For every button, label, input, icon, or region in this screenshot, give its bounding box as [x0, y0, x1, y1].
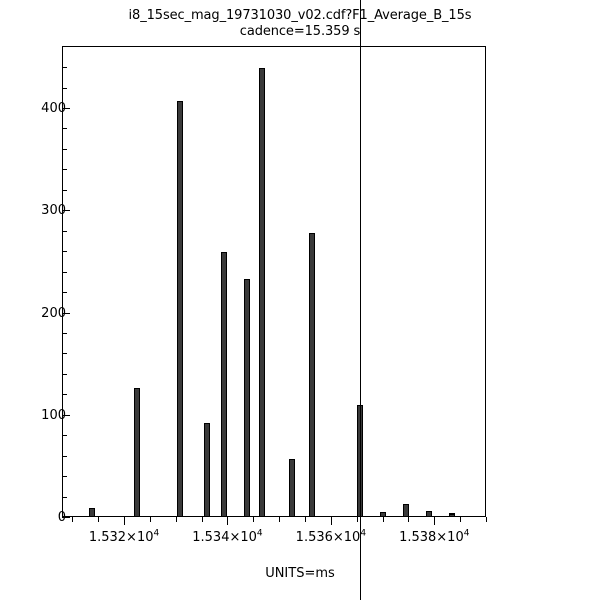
bar — [244, 278, 250, 516]
bar — [449, 513, 455, 516]
bar — [89, 507, 95, 516]
chart-title-block: i8_15sec_mag_19731030_v02.cdf?F1_Average… — [0, 8, 600, 40]
y-tick-minor — [62, 292, 67, 294]
bars-layer — [63, 47, 485, 516]
bar — [177, 100, 183, 516]
x-tick-label: 1.532×104 — [88, 528, 160, 545]
y-tick-minor — [62, 353, 67, 355]
bar — [403, 503, 409, 516]
y-tick-minor — [62, 230, 67, 232]
y-tick-minor — [62, 373, 67, 375]
bar — [204, 422, 210, 516]
bar — [134, 388, 140, 516]
y-tick-minor — [62, 128, 67, 130]
x-tick-minor — [175, 517, 177, 522]
y-tick-label: 200 — [41, 305, 66, 321]
y-tick-minor — [62, 67, 67, 69]
plot-area — [62, 46, 486, 517]
x-tick-label: 1.536×104 — [295, 528, 367, 545]
bar — [221, 252, 227, 516]
chart-subtitle: cadence=15.359 s — [239, 24, 361, 39]
x-tick-label: 1.534×104 — [192, 528, 263, 545]
x-axis-caption: UNITS=ms — [265, 566, 335, 581]
x-tick-minor — [98, 517, 100, 522]
y-tick-minor — [62, 251, 67, 253]
y-tick-minor — [62, 148, 67, 150]
x-tick-minor — [305, 517, 307, 522]
bar — [426, 510, 432, 516]
y-tick-minor — [62, 87, 67, 89]
vertical-cursor-line[interactable] — [360, 0, 361, 600]
y-tick-major — [62, 108, 70, 109]
x-tick-major — [124, 517, 126, 525]
x-tick-minor — [72, 517, 74, 522]
y-tick-label: 100 — [41, 407, 66, 423]
y-tick-major — [62, 312, 70, 314]
x-tick-major — [434, 517, 436, 525]
bar — [380, 511, 386, 516]
x-tick-minor — [460, 517, 462, 522]
y-tick-minor — [62, 455, 67, 457]
x-tick-minor — [486, 517, 487, 522]
y-tick-minor — [62, 435, 67, 437]
y-tick-minor — [62, 169, 67, 171]
y-tick-minor — [62, 189, 67, 191]
x-tick-minor — [149, 517, 151, 522]
x-tick-major — [330, 517, 332, 525]
bar — [259, 68, 265, 516]
y-tick-major — [62, 210, 70, 212]
y-tick-minor — [62, 332, 67, 334]
y-tick-label: 300 — [41, 203, 66, 219]
x-tick-major — [227, 517, 229, 525]
y-tick-minor — [62, 394, 67, 396]
y-tick-label: 400 — [41, 101, 66, 116]
y-tick-label: 0 — [57, 510, 66, 525]
x-tick-label: 1.538×104 — [399, 528, 470, 545]
y-tick-major — [62, 414, 70, 416]
y-tick-major — [62, 517, 70, 518]
y-tick-minor — [62, 271, 67, 273]
x-tick-minor — [279, 517, 281, 522]
y-tick-minor — [62, 476, 67, 478]
bar — [289, 458, 295, 516]
y-tick-minor — [62, 496, 67, 498]
x-tick-minor — [382, 517, 384, 522]
chart-title: i8_15sec_mag_19731030_v02.cdf?F1_Average… — [128, 8, 472, 23]
x-tick-minor — [201, 517, 203, 522]
x-tick-minor — [408, 517, 410, 522]
bar — [309, 232, 315, 516]
x-tick-minor — [356, 517, 358, 522]
x-tick-minor — [253, 517, 255, 522]
